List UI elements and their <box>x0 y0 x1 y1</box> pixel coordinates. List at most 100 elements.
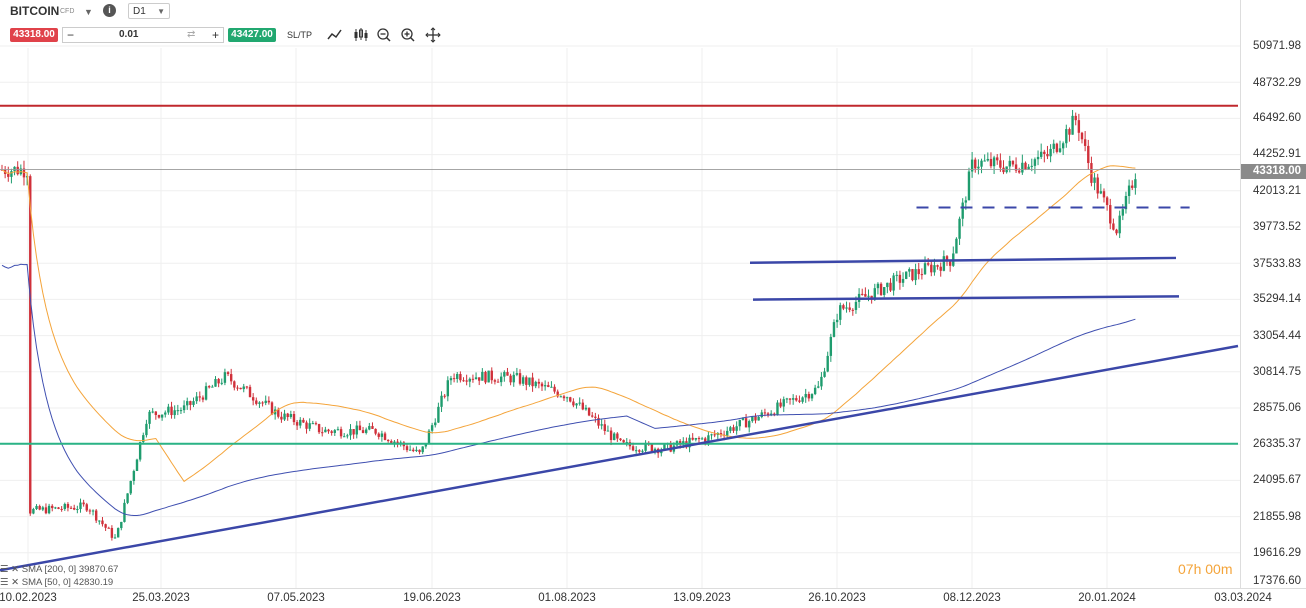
candle-body <box>393 441 396 444</box>
candle-body <box>10 171 13 177</box>
date-label: 20.01.2024 <box>1078 592 1136 604</box>
candle-body <box>245 386 249 388</box>
candle-body <box>1134 179 1137 188</box>
quantity-input[interactable]: 0.01 <box>119 29 139 40</box>
candle-body <box>38 505 41 510</box>
price-axis[interactable]: 50971.98 48732.29 46492.60 44252.91 4201… <box>1240 0 1306 588</box>
timeframe-select[interactable]: D1 ▼ <box>128 3 170 19</box>
candle-body <box>817 386 820 388</box>
candle-body <box>839 305 842 320</box>
settings-icon[interactable]: ☰ <box>0 564 9 575</box>
candle-body <box>669 443 672 452</box>
candle-body <box>170 406 173 416</box>
candle-body <box>405 446 409 451</box>
line-chart-icon[interactable] <box>326 26 344 44</box>
swap-icon[interactable]: ⇄ <box>187 29 196 40</box>
sltp-button[interactable]: SL/TP <box>287 30 313 40</box>
candle-body <box>594 416 597 418</box>
candle-body <box>1011 160 1015 165</box>
symbol-name[interactable]: BITCOIN <box>10 4 60 18</box>
price-label: 28575.06 <box>1253 402 1301 414</box>
buy-button[interactable]: 43427.00 <box>228 28 276 42</box>
candle-body <box>760 412 763 417</box>
candle-body <box>226 372 230 375</box>
price-chart[interactable] <box>0 0 1240 588</box>
candle-body <box>239 387 242 390</box>
candle-body <box>418 449 421 453</box>
increase-button[interactable]: + <box>211 28 219 42</box>
candle-body <box>434 422 437 426</box>
candle-body <box>437 406 440 423</box>
candle-body <box>201 397 205 400</box>
candle-body <box>412 449 415 452</box>
decrease-button[interactable]: − <box>67 28 75 42</box>
candle-body <box>236 387 239 389</box>
info-icon[interactable]: i <box>103 4 116 17</box>
crosshair-icon[interactable] <box>424 26 442 44</box>
candle-body <box>255 400 258 404</box>
candle-body <box>591 415 594 417</box>
candle-body <box>741 418 745 420</box>
settings-icon[interactable]: ☰ <box>0 577 9 588</box>
sma200-legend[interactable]: ☰ ✕ SMA [200, 0] 39870.67 <box>0 564 118 575</box>
candle-body <box>537 381 541 384</box>
candle-body <box>248 386 252 398</box>
sma50-legend[interactable]: ☰ ✕ SMA [50, 0] 42830.19 <box>0 577 113 588</box>
trendline <box>0 344 1239 572</box>
candle-body <box>744 418 748 428</box>
price-label: 48732.29 <box>1253 77 1301 89</box>
candle-body <box>1043 151 1046 154</box>
candle-body <box>719 433 723 435</box>
countdown-m-unit: m <box>1220 561 1233 577</box>
candle-body <box>948 261 952 266</box>
candle-body <box>936 265 939 267</box>
candle-body <box>835 319 839 323</box>
candle-body <box>879 283 883 295</box>
candle-body <box>751 416 754 422</box>
candle-body <box>277 409 280 417</box>
candle-body <box>211 386 214 388</box>
candle-body <box>116 528 120 538</box>
candle-body <box>85 504 88 511</box>
candle-body <box>343 436 346 438</box>
candle-body <box>336 429 340 431</box>
candle-body <box>427 430 431 444</box>
candle-body <box>506 372 509 376</box>
candle-body <box>1099 191 1103 194</box>
symbol-dropdown-icon[interactable]: ▼ <box>84 7 93 17</box>
candle-body <box>515 373 519 375</box>
date-label: 03.03.2024 <box>1214 592 1272 604</box>
candle-body <box>1074 115 1077 121</box>
time-axis[interactable]: 10.02.2023 25.03.2023 07.05.2023 19.06.2… <box>0 588 1306 608</box>
candlestick-icon[interactable] <box>352 26 370 44</box>
candle-body <box>377 433 380 437</box>
candle-body <box>1027 166 1030 170</box>
zoom-out-icon[interactable] <box>376 26 392 44</box>
price-label: 46492.60 <box>1253 112 1301 124</box>
candle-body <box>779 402 782 407</box>
candle-body <box>829 336 833 356</box>
candle-body <box>88 510 92 512</box>
quantity-stepper[interactable]: − 0.01 ⇄ + <box>62 27 224 43</box>
candle-body <box>883 287 886 295</box>
candle-body <box>1127 185 1131 196</box>
candle-body <box>1077 120 1081 133</box>
candle-body <box>864 294 867 297</box>
candle-body <box>430 425 434 431</box>
candle-body <box>901 278 905 283</box>
candle-body <box>396 441 399 443</box>
close-icon[interactable]: ✕ <box>11 564 20 575</box>
candle-body <box>631 446 635 451</box>
candle-body <box>776 402 779 415</box>
candle-body <box>264 400 267 404</box>
candle-body <box>1008 160 1011 167</box>
sell-button[interactable]: 43318.00 <box>10 28 58 42</box>
candle-body <box>493 380 497 382</box>
price-label: 39773.52 <box>1253 221 1301 233</box>
zoom-in-icon[interactable] <box>400 26 416 44</box>
candle-body <box>368 426 371 430</box>
candle-body <box>314 423 318 425</box>
candle-body <box>518 373 522 384</box>
symbol-type: CFD <box>60 8 75 15</box>
close-icon[interactable]: ✕ <box>11 577 20 588</box>
